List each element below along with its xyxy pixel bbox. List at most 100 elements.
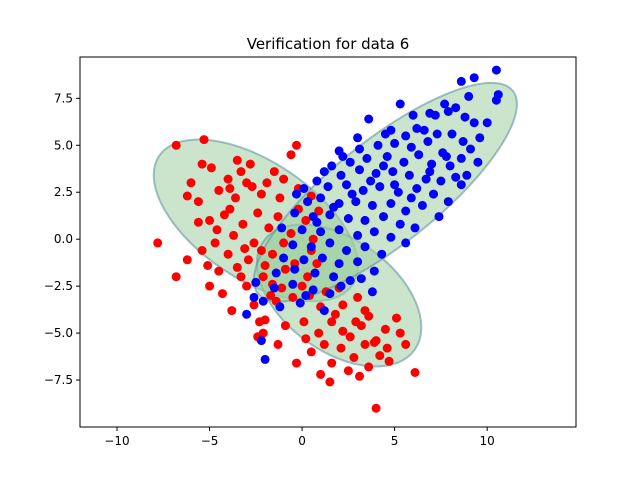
red-point [214, 185, 224, 195]
blue-point [353, 257, 363, 267]
blue-point [342, 180, 351, 190]
blue-point [356, 274, 366, 284]
red-point [301, 334, 311, 344]
red-point [171, 140, 181, 150]
blue-point [419, 125, 429, 135]
blue-point [275, 302, 285, 312]
blue-point [427, 159, 437, 169]
red-point [280, 321, 290, 331]
blue-point [399, 157, 409, 167]
red-point [264, 223, 274, 233]
blue-point [425, 167, 435, 177]
red-point [355, 371, 364, 381]
red-point [203, 261, 213, 270]
red-point [206, 163, 216, 173]
blue-point [373, 140, 383, 150]
blue-point [421, 174, 431, 184]
red-point [243, 255, 253, 265]
red-point [186, 178, 196, 188]
blue-point [369, 266, 379, 276]
ellipses-layer [127, 50, 545, 396]
blue-point [475, 133, 485, 143]
blue-point [377, 249, 387, 259]
red-point [360, 306, 370, 316]
blue-point [404, 170, 414, 180]
blue-point [441, 152, 451, 161]
blue-point [325, 210, 335, 220]
red-point [249, 300, 259, 310]
red-point [375, 351, 385, 361]
blue-point [451, 172, 461, 182]
blue-point [388, 167, 398, 177]
blue-point [382, 152, 392, 161]
blue-point [395, 99, 405, 109]
red-point [193, 217, 203, 227]
blue-point [308, 285, 318, 295]
red-point [205, 281, 215, 291]
blue-point [451, 103, 461, 113]
red-point [338, 300, 348, 310]
y-tick-label: −5.0 [44, 326, 73, 340]
blue-point [456, 153, 466, 163]
red-point [240, 244, 250, 254]
blue-point [491, 95, 501, 105]
blue-point [362, 153, 372, 163]
blue-point [299, 255, 309, 265]
red-point [292, 358, 301, 368]
blue-point [369, 227, 379, 237]
red-point [286, 229, 296, 238]
blue-point [458, 137, 468, 146]
blue-point [367, 200, 377, 210]
y-tick-label: 2.5 [54, 185, 73, 199]
blue-point [317, 253, 327, 263]
blue-point [353, 230, 363, 240]
red-point [371, 336, 381, 346]
blue-point [316, 227, 326, 237]
red-point [325, 377, 335, 387]
blue-point [249, 292, 259, 302]
red-point [277, 283, 287, 293]
red-point [247, 182, 257, 192]
red-point [236, 272, 246, 282]
blue-point [443, 197, 453, 207]
blue-point [312, 217, 322, 227]
red-point [197, 246, 207, 255]
blue-point [351, 197, 361, 207]
blue-point [256, 336, 266, 346]
blue-point [251, 277, 261, 287]
blue-point [301, 291, 311, 300]
blue-point [429, 189, 438, 199]
x-tick-label: −5 [201, 434, 219, 448]
blue-point [325, 238, 335, 248]
blue-point [355, 165, 364, 175]
blue-point [423, 137, 433, 146]
red-point [345, 332, 355, 342]
red-point [182, 191, 192, 201]
red-point [273, 339, 283, 349]
red-point [256, 189, 266, 199]
blue-point [353, 133, 363, 143]
blue-point [338, 152, 348, 161]
x-tick-label: −10 [104, 434, 129, 448]
blue-point [456, 76, 466, 86]
blue-point [406, 193, 416, 203]
blue-point [347, 189, 357, 199]
red-series [153, 135, 420, 413]
blue-point [342, 246, 351, 255]
blue-point [358, 185, 368, 195]
red-point [268, 249, 277, 259]
blue-point [473, 157, 483, 167]
blue-point [410, 223, 420, 233]
red-point [364, 362, 374, 372]
blue-point [316, 193, 326, 203]
blue-point [292, 189, 301, 199]
blue-point [395, 219, 405, 229]
blue-point [345, 276, 355, 285]
red-point [382, 343, 392, 353]
blue-point [303, 197, 313, 207]
red-point [360, 339, 370, 349]
blue-point [242, 309, 252, 319]
plot-area-frame [79, 56, 577, 428]
red-point [288, 292, 298, 302]
red-point [308, 234, 318, 244]
